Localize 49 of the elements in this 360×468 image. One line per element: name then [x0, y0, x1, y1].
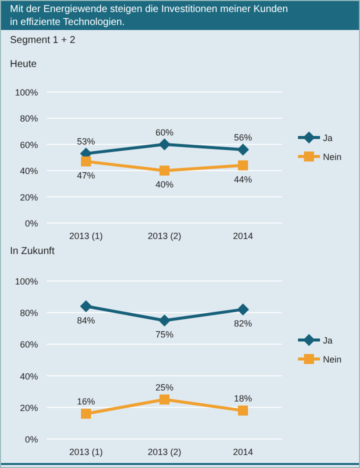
point	[81, 156, 91, 166]
y-tick-label: 0%	[24, 218, 38, 228]
y-axis-title: In Zukunft	[10, 246, 55, 257]
data-label: 53%	[76, 136, 96, 147]
data-label: 75%	[155, 330, 174, 340]
point	[158, 138, 170, 150]
x-tick-label: 2013 (1)	[69, 447, 103, 457]
y-tick-label: 40%	[20, 166, 38, 176]
y-tick-label: 100%	[14, 88, 38, 98]
data-label: 16%	[76, 396, 96, 407]
point	[238, 406, 248, 416]
point	[237, 303, 249, 316]
legend-label: Ja	[323, 336, 333, 346]
data-label: 84%	[76, 315, 96, 326]
y-tick-label: 80%	[20, 114, 38, 124]
point	[80, 300, 92, 312]
y-tick-label: 0%	[24, 434, 38, 444]
x-tick-label: 2013 (2)	[148, 231, 182, 241]
y-tick-label: 60%	[20, 140, 38, 150]
x-tick-label: 2013 (2)	[148, 447, 182, 457]
y-tick-label: 40%	[20, 371, 38, 382]
y-tick-label: 20%	[20, 192, 38, 202]
point	[237, 144, 249, 156]
point	[160, 394, 170, 404]
legend-label: Nein	[323, 152, 342, 162]
point	[81, 408, 91, 419]
point	[238, 160, 248, 170]
data-label: 60%	[155, 127, 174, 138]
data-label: 40%	[155, 180, 174, 190]
data-label: 44%	[234, 174, 252, 184]
x-tick-label: 2014	[232, 231, 254, 241]
data-label: 56%	[234, 132, 252, 143]
data-label: 25%	[155, 382, 174, 392]
x-tick-label: 2014	[232, 447, 254, 457]
y-tick-label: 100%	[14, 276, 38, 286]
y-tick-label: 60%	[20, 340, 38, 350]
data-label: 82%	[234, 318, 252, 328]
point	[158, 314, 170, 326]
legend-label: Nein	[323, 354, 342, 364]
y-tick-label: 20%	[20, 402, 38, 413]
legend-label: Ja	[323, 133, 333, 143]
x-tick-label: 2013 (1)	[69, 231, 103, 241]
chart-subtitle: Segment 1 + 2	[10, 35, 76, 46]
data-label: 18%	[234, 394, 252, 404]
point	[160, 166, 170, 176]
y-tick-label: 80%	[20, 308, 38, 318]
data-label: 47%	[76, 170, 96, 180]
y-axis-title: Heute	[10, 59, 38, 70]
chart-title: Mit der Energiewende steigen die Investitionen meiner Kunden in effiziente Technologien.	[10, 4, 288, 28]
